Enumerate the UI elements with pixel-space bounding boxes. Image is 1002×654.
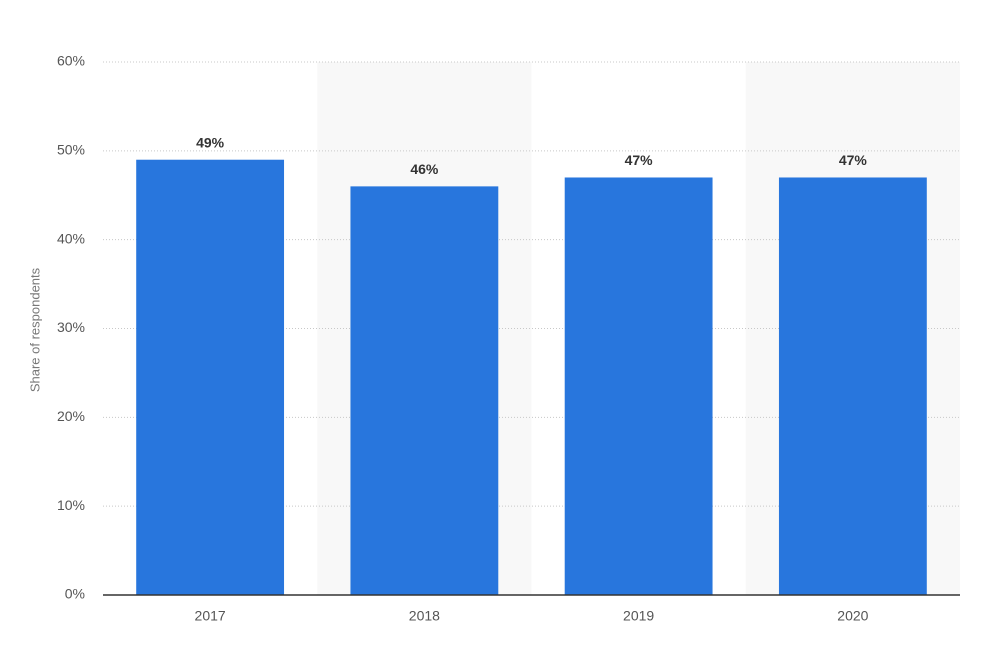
y-tick-label: 50% bbox=[57, 142, 85, 158]
value-label: 46% bbox=[410, 161, 439, 177]
x-tick-label: 2018 bbox=[409, 608, 440, 624]
x-tick-label: 2019 bbox=[623, 608, 654, 624]
y-axis-label: Share of respondents bbox=[27, 267, 42, 392]
value-label: 47% bbox=[839, 152, 868, 168]
x-tick-label: 2017 bbox=[195, 608, 226, 624]
bar bbox=[564, 177, 713, 595]
value-label: 47% bbox=[625, 152, 654, 168]
bar bbox=[778, 177, 927, 595]
y-tick-label: 60% bbox=[57, 53, 85, 69]
y-tick-label: 0% bbox=[65, 586, 85, 602]
bar bbox=[136, 159, 285, 595]
value-label: 49% bbox=[196, 134, 225, 150]
bar bbox=[350, 186, 499, 595]
y-tick-label: 40% bbox=[57, 230, 85, 246]
y-tick-label: 10% bbox=[57, 497, 85, 513]
y-tick-label: 20% bbox=[57, 408, 85, 424]
y-tick-label: 30% bbox=[57, 319, 85, 335]
x-tick-label: 2020 bbox=[837, 608, 868, 624]
